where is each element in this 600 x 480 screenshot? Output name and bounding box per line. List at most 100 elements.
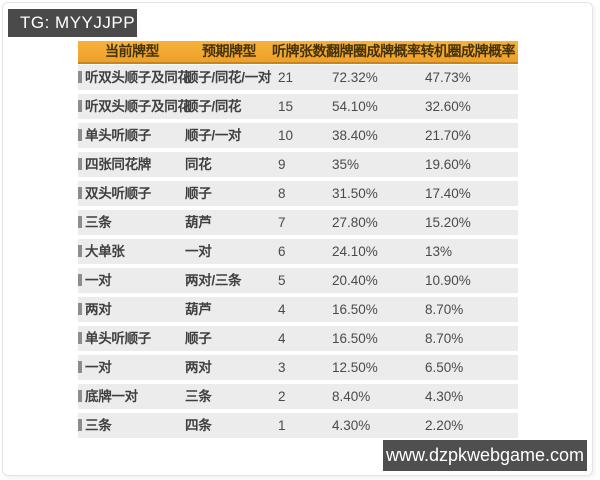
table-row: 单头听顺子 顺子/一对 10 38.40% 21.70% [78, 123, 518, 148]
cell-current-hand: 听双头顺子及同花 [85, 99, 191, 114]
cell-expected-hand: 两对/三条 [185, 273, 242, 288]
row-marker [78, 361, 82, 373]
cell-outs-count: 21 [278, 70, 294, 85]
cell-flop-prob: 12.50% [332, 360, 378, 375]
row-marker [78, 245, 82, 257]
cell-outs-count: 4 [278, 302, 286, 317]
tg-watermark-badge: TG: MYYJJPP [8, 9, 137, 37]
cell-expected-hand: 葫芦 [185, 215, 212, 230]
cell-flop-prob: 24.10% [332, 244, 378, 259]
table-header-row: 当前牌型 预期牌型 听牌张数 翻牌圈成牌概率 转机圈成牌概率 [78, 41, 518, 64]
cell-expected-hand: 葫芦 [185, 302, 212, 317]
cell-turn-prob: 8.70% [425, 302, 464, 317]
cell-expected-hand: 顺子 [185, 331, 212, 346]
cell-current-hand: 单头听顺子 [85, 128, 151, 143]
cell-current-hand: 三条 [85, 418, 112, 433]
cell-expected-hand: 顺子/一对 [185, 128, 242, 143]
cell-flop-prob: 4.30% [332, 418, 371, 433]
cell-flop-prob: 38.40% [332, 128, 378, 143]
cell-turn-prob: 32.60% [425, 99, 471, 114]
cell-current-hand: 单头听顺子 [85, 331, 151, 346]
row-marker [78, 100, 82, 112]
cell-expected-hand: 同花 [185, 157, 212, 172]
table-row: 三条 四条 1 4.30% 2.20% [78, 413, 518, 438]
header-current-hand: 当前牌型 [105, 43, 160, 59]
cell-flop-prob: 31.50% [332, 186, 378, 201]
cell-flop-prob: 54.10% [332, 99, 378, 114]
cell-current-hand: 大单张 [85, 244, 125, 259]
row-marker [78, 332, 82, 344]
probability-table: 当前牌型 预期牌型 听牌张数 翻牌圈成牌概率 转机圈成牌概率 听双头顺子及同花 … [78, 41, 518, 442]
cell-expected-hand: 两对 [185, 360, 212, 375]
cell-flop-prob: 27.80% [332, 215, 378, 230]
cell-flop-prob: 8.40% [332, 389, 371, 404]
cell-flop-prob: 72.32% [332, 70, 378, 85]
cell-turn-prob: 2.20% [425, 418, 464, 433]
cell-turn-prob: 47.73% [425, 70, 471, 85]
table-row: 双头听顺子 顺子 8 31.50% 17.40% [78, 181, 518, 206]
table-row: 听双头顺子及同花 顺子/同花 15 54.10% 32.60% [78, 94, 518, 119]
cell-flop-prob: 35% [332, 157, 360, 172]
header-turn-prob: 转机圈成牌概率 [420, 43, 516, 59]
row-marker [78, 129, 82, 141]
table-row: 两对 葫芦 4 16.50% 8.70% [78, 297, 518, 322]
header-probability-group: 听牌张数 翻牌圈成牌概率 转机圈成牌概率 [272, 41, 515, 62]
cell-outs-count: 7 [278, 215, 286, 230]
row-marker [78, 187, 82, 199]
cell-outs-count: 1 [278, 418, 286, 433]
cell-current-hand: 两对 [85, 302, 112, 317]
cell-outs-count: 5 [278, 273, 286, 288]
cell-outs-count: 9 [278, 157, 286, 172]
row-marker [78, 303, 82, 315]
cell-turn-prob: 13% [425, 244, 453, 259]
cell-turn-prob: 10.90% [425, 273, 471, 288]
table-row: 三条 葫芦 7 27.80% 15.20% [78, 210, 518, 235]
cell-turn-prob: 19.60% [425, 157, 471, 172]
cell-current-hand: 听双头顺子及同花 [85, 70, 191, 85]
cell-outs-count: 4 [278, 331, 286, 346]
table-row: 底牌一对 三条 2 8.40% 4.30% [78, 384, 518, 409]
header-flop-prob: 翻牌圈成牌概率 [326, 43, 421, 59]
table-row: 四张同花牌 同花 9 35% 19.60% [78, 152, 518, 177]
cell-outs-count: 2 [278, 389, 286, 404]
row-marker [78, 158, 82, 170]
cell-outs-count: 6 [278, 244, 286, 259]
cell-expected-hand: 顺子/同花/一对 [185, 70, 272, 85]
row-marker [78, 71, 82, 83]
cell-turn-prob: 21.70% [425, 128, 471, 143]
cell-expected-hand: 顺子 [185, 186, 212, 201]
cell-flop-prob: 16.50% [332, 331, 378, 346]
row-marker [78, 274, 82, 286]
table-row: 大单张 一对 6 24.10% 13% [78, 239, 518, 264]
cell-outs-count: 3 [278, 360, 286, 375]
table-row: 一对 两对 3 12.50% 6.50% [78, 355, 518, 380]
cell-turn-prob: 8.70% [425, 331, 464, 346]
cell-turn-prob: 17.40% [425, 186, 471, 201]
cell-current-hand: 四张同花牌 [85, 157, 151, 172]
cell-turn-prob: 15.20% [425, 215, 471, 230]
tg-watermark-label: TG: MYYJJPP [20, 13, 136, 32]
cell-current-hand: 底牌一对 [85, 389, 138, 404]
cell-turn-prob: 4.30% [425, 389, 464, 404]
header-expected-hand: 预期牌型 [202, 43, 257, 59]
table-row: 听双头顺子及同花 顺子/同花/一对 21 72.32% 47.73% [78, 65, 518, 90]
cell-outs-count: 8 [278, 186, 286, 201]
header-outs: 听牌张数 [272, 43, 327, 59]
row-marker [78, 419, 82, 431]
row-marker [78, 390, 82, 402]
cell-current-hand: 三条 [85, 215, 112, 230]
cell-turn-prob: 6.50% [425, 360, 464, 375]
cell-outs-count: 10 [278, 128, 294, 143]
cell-flop-prob: 20.40% [332, 273, 378, 288]
cell-current-hand: 双头听顺子 [85, 186, 151, 201]
cell-current-hand: 一对 [85, 273, 112, 288]
cell-outs-count: 15 [278, 99, 294, 114]
table-row: 一对 两对/三条 5 20.40% 10.90% [78, 268, 518, 293]
cell-current-hand: 一对 [85, 360, 112, 375]
cell-expected-hand: 四条 [185, 418, 212, 433]
site-watermark-badge: www.dzpkwebgame.com [383, 440, 587, 471]
cell-expected-hand: 顺子/同花 [185, 99, 242, 114]
table-row: 单头听顺子 顺子 4 16.50% 8.70% [78, 326, 518, 351]
cell-expected-hand: 三条 [185, 389, 212, 404]
